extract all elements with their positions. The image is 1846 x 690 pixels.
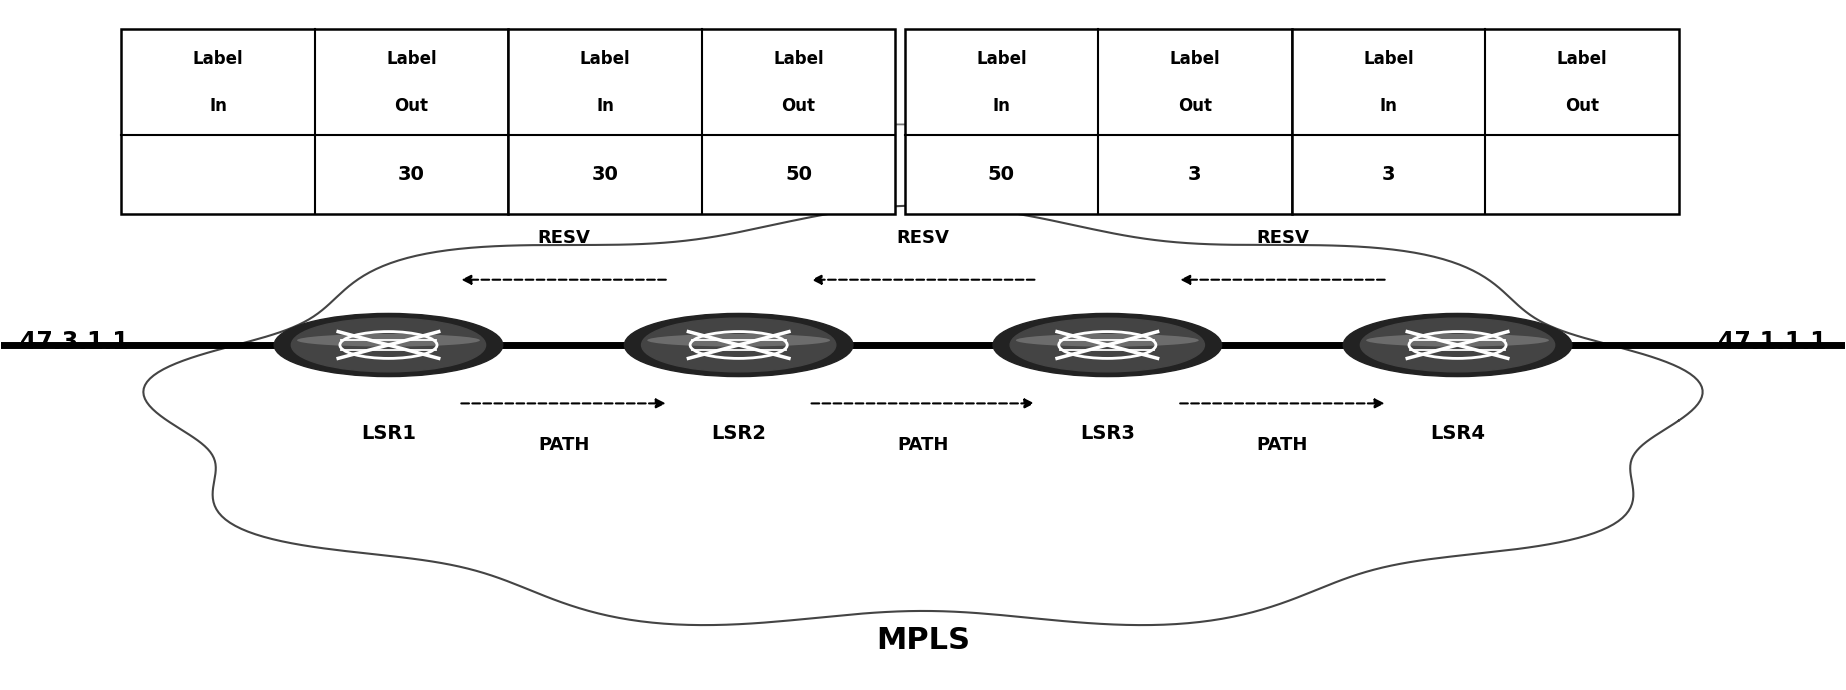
FancyArrowPatch shape bbox=[414, 126, 604, 173]
Ellipse shape bbox=[1010, 318, 1204, 372]
Text: LSR1: LSR1 bbox=[362, 424, 415, 443]
Text: Label: Label bbox=[192, 50, 244, 68]
Text: MPLS: MPLS bbox=[877, 626, 969, 655]
Bar bbox=[1292, 29, 1678, 215]
Bar bbox=[905, 29, 1292, 215]
Text: LSR3: LSR3 bbox=[1080, 424, 1135, 443]
Text: LSR2: LSR2 bbox=[711, 424, 766, 443]
Polygon shape bbox=[144, 206, 1702, 625]
Text: 47.3.1.1: 47.3.1.1 bbox=[20, 330, 129, 353]
FancyArrowPatch shape bbox=[1196, 126, 1386, 173]
Text: Out: Out bbox=[781, 97, 816, 115]
Text: In: In bbox=[596, 97, 615, 115]
Text: RESV: RESV bbox=[537, 230, 591, 248]
Ellipse shape bbox=[297, 334, 480, 346]
Text: PATH: PATH bbox=[537, 435, 589, 453]
Ellipse shape bbox=[1366, 334, 1549, 346]
Text: PATH: PATH bbox=[897, 435, 949, 453]
Text: 47.1.1.1: 47.1.1.1 bbox=[1717, 330, 1826, 353]
Text: Out: Out bbox=[1565, 97, 1599, 115]
Text: 3: 3 bbox=[1381, 166, 1396, 184]
Text: Label: Label bbox=[580, 50, 629, 68]
Text: Label: Label bbox=[1170, 50, 1220, 68]
Text: Label: Label bbox=[1362, 50, 1414, 68]
Ellipse shape bbox=[648, 334, 831, 346]
Text: PATH: PATH bbox=[1257, 435, 1309, 453]
Text: 3: 3 bbox=[1189, 166, 1202, 184]
Ellipse shape bbox=[642, 318, 836, 372]
FancyArrowPatch shape bbox=[801, 124, 999, 173]
Text: Label: Label bbox=[773, 50, 823, 68]
Text: Out: Out bbox=[395, 97, 428, 115]
Text: 50: 50 bbox=[785, 166, 812, 184]
Text: 30: 30 bbox=[399, 166, 425, 184]
Ellipse shape bbox=[1015, 334, 1198, 346]
Bar bbox=[508, 29, 895, 215]
Ellipse shape bbox=[1361, 318, 1554, 372]
Text: In: In bbox=[1379, 97, 1397, 115]
Text: 30: 30 bbox=[591, 166, 618, 184]
Text: Label: Label bbox=[1556, 50, 1608, 68]
Ellipse shape bbox=[292, 318, 485, 372]
Text: In: In bbox=[209, 97, 227, 115]
Ellipse shape bbox=[624, 313, 853, 377]
Text: RESV: RESV bbox=[1255, 230, 1309, 248]
Text: 50: 50 bbox=[988, 166, 1015, 184]
Bar bbox=[122, 29, 508, 215]
Text: Out: Out bbox=[1178, 97, 1211, 115]
Text: RESV: RESV bbox=[897, 230, 949, 248]
Text: LSR4: LSR4 bbox=[1431, 424, 1484, 443]
Text: Label: Label bbox=[386, 50, 438, 68]
Text: In: In bbox=[993, 97, 1010, 115]
Ellipse shape bbox=[275, 313, 502, 377]
Text: Label: Label bbox=[977, 50, 1026, 68]
Ellipse shape bbox=[1344, 313, 1571, 377]
Ellipse shape bbox=[993, 313, 1222, 377]
